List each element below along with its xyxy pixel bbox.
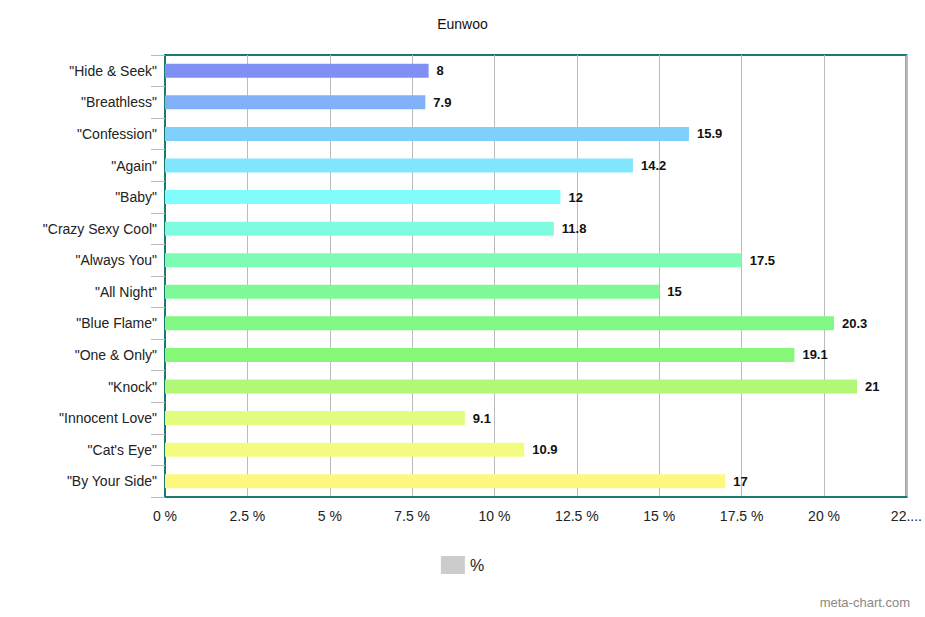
svg-text:"Knock": "Knock"	[108, 379, 157, 395]
svg-text:9.1: 9.1	[473, 411, 491, 426]
svg-text:10.9: 10.9	[532, 442, 557, 457]
svg-text:22....: 22....	[891, 508, 922, 524]
svg-text:"All Night": "All Night"	[95, 284, 157, 300]
svg-text:5 %: 5 %	[318, 508, 342, 524]
svg-text:"Confession": "Confession"	[77, 126, 157, 142]
svg-text:"Blue Flame": "Blue Flame"	[76, 315, 157, 331]
svg-text:20.3: 20.3	[842, 316, 867, 331]
svg-text:2.5 %: 2.5 %	[229, 508, 265, 524]
svg-text:"Hide & Seek": "Hide & Seek"	[69, 63, 157, 79]
svg-text:14.2: 14.2	[641, 158, 666, 173]
svg-text:"Crazy Sexy Cool": "Crazy Sexy Cool"	[43, 221, 157, 237]
svg-text:"By Your Side": "By Your Side"	[67, 473, 157, 489]
svg-text:11.8: 11.8	[562, 221, 587, 236]
svg-text:0 %: 0 %	[153, 508, 177, 524]
svg-text:"Innocent Love": "Innocent Love"	[59, 410, 157, 426]
svg-text:15 %: 15 %	[643, 508, 675, 524]
svg-text:15.9: 15.9	[697, 126, 722, 141]
svg-text:"Cat's Eye": "Cat's Eye"	[88, 442, 157, 458]
svg-text:"Breathless": "Breathless"	[81, 94, 157, 110]
svg-text:7.9: 7.9	[433, 95, 451, 110]
svg-text:"Always You": "Always You"	[75, 252, 157, 268]
svg-text:20 %: 20 %	[808, 508, 840, 524]
svg-text:21: 21	[865, 379, 879, 394]
svg-text:"One & Only": "One & Only"	[75, 347, 157, 363]
svg-text:"Baby": "Baby"	[115, 189, 157, 205]
svg-text:"Again": "Again"	[111, 158, 157, 174]
svg-text:15: 15	[667, 284, 681, 299]
svg-text:Eunwoo: Eunwoo	[437, 16, 488, 32]
svg-text:17.5: 17.5	[750, 253, 775, 268]
svg-text:%: %	[470, 557, 484, 574]
svg-text:12: 12	[568, 190, 582, 205]
svg-text:7.5 %: 7.5 %	[394, 508, 430, 524]
svg-text:17.5 %: 17.5 %	[720, 508, 764, 524]
svg-text:17: 17	[733, 474, 747, 489]
svg-text:10 %: 10 %	[479, 508, 511, 524]
svg-text:19.1: 19.1	[802, 347, 827, 362]
svg-text:12.5 %: 12.5 %	[555, 508, 599, 524]
svg-text:meta-chart.com: meta-chart.com	[820, 595, 910, 610]
svg-text:8: 8	[437, 63, 444, 78]
